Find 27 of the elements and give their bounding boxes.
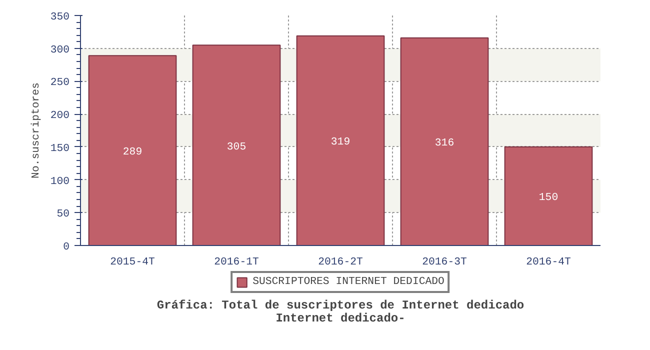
- y-tick-label: 200: [50, 110, 70, 122]
- data-label: 305: [226, 141, 246, 154]
- data-label: 289: [122, 146, 142, 159]
- data-label: 150: [538, 192, 558, 204]
- y-tick-label: 50: [56, 208, 70, 221]
- bar: [400, 37, 489, 246]
- y-tick-label: 100: [50, 176, 70, 188]
- data-label: 319: [330, 136, 350, 149]
- bar: [88, 55, 177, 246]
- bar: [296, 35, 385, 246]
- x-tick-label: 2016-1T: [214, 256, 259, 268]
- legend-label: SUSCRIPTORES INTERNET DEDICADO: [252, 276, 444, 288]
- y-tick-label: 250: [50, 77, 70, 90]
- bar: [504, 146, 593, 246]
- y-tick-label: 350: [50, 12, 70, 24]
- x-tick-label: 2016-2T: [318, 256, 363, 268]
- y-tick-label: 300: [50, 44, 70, 56]
- data-label: 316: [434, 138, 454, 150]
- y-tick-label: 150: [50, 142, 70, 155]
- x-tick-label: 2016-4T: [526, 256, 571, 268]
- y-axis-title: No.suscriptores: [30, 82, 42, 178]
- x-tick-label: 2015-4T: [110, 256, 155, 268]
- text: Gráfica: Total de suscriptores de Internet dedicado: [156, 298, 524, 312]
- x-tick-label: 2016-3T: [422, 256, 467, 268]
- y-tick-label: 0: [63, 242, 70, 254]
- bar: [192, 44, 281, 246]
- text: Internet dedicado-: [276, 312, 406, 326]
